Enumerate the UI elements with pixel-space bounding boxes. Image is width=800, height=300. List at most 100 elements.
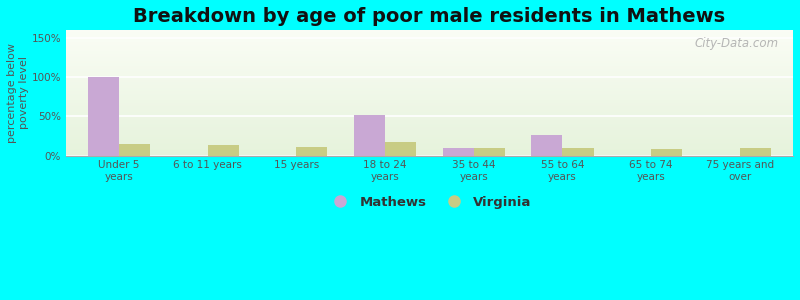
Bar <box>66 56 793 57</box>
Bar <box>66 88 793 89</box>
Bar <box>740 148 771 155</box>
Bar <box>66 120 793 121</box>
Bar <box>66 132 793 133</box>
Bar <box>66 116 793 117</box>
Bar <box>66 145 793 146</box>
Bar <box>66 91 793 92</box>
Bar <box>66 30 793 31</box>
Bar <box>66 68 793 69</box>
Bar <box>66 106 793 107</box>
Bar <box>66 146 793 147</box>
Bar <box>66 84 793 85</box>
Bar <box>66 110 793 111</box>
Bar <box>66 140 793 141</box>
Bar <box>66 37 793 38</box>
Bar <box>66 93 793 94</box>
Bar <box>66 141 793 142</box>
Bar <box>66 48 793 49</box>
Bar <box>66 31 793 32</box>
Bar <box>66 154 793 155</box>
Bar <box>66 64 793 65</box>
Bar <box>66 152 793 153</box>
Bar <box>442 148 474 155</box>
Bar <box>66 119 793 120</box>
Bar <box>66 112 793 113</box>
Bar <box>66 95 793 96</box>
Bar <box>66 44 793 45</box>
Bar <box>66 67 793 68</box>
Bar <box>119 144 150 155</box>
Bar <box>66 107 793 108</box>
Bar <box>474 148 505 155</box>
Bar <box>66 40 793 41</box>
Bar <box>66 62 793 63</box>
Bar <box>66 102 793 103</box>
Bar <box>66 57 793 58</box>
Bar <box>66 38 793 39</box>
Bar <box>66 55 793 56</box>
Bar <box>66 50 793 51</box>
Bar <box>66 35 793 36</box>
Bar <box>385 142 416 155</box>
Title: Breakdown by age of poor male residents in Mathews: Breakdown by age of poor male residents … <box>134 7 726 26</box>
Bar <box>66 99 793 100</box>
Bar <box>66 148 793 149</box>
Bar <box>66 72 793 73</box>
Bar <box>66 117 793 118</box>
Bar <box>66 142 793 143</box>
Text: City-Data.com: City-Data.com <box>694 37 778 50</box>
Bar <box>66 77 793 78</box>
Bar <box>66 129 793 130</box>
Bar <box>66 34 793 35</box>
Bar <box>66 51 793 52</box>
Bar <box>66 43 793 44</box>
Bar <box>66 85 793 86</box>
Bar <box>66 58 793 59</box>
Bar <box>66 81 793 82</box>
Bar <box>66 104 793 105</box>
Bar <box>651 149 682 155</box>
Bar <box>66 82 793 83</box>
Bar <box>66 54 793 55</box>
Bar <box>66 150 793 151</box>
Bar <box>66 130 793 131</box>
Bar <box>66 90 793 91</box>
Bar <box>66 83 793 84</box>
Bar <box>66 127 793 128</box>
Bar <box>66 41 793 42</box>
Bar <box>66 75 793 76</box>
Bar <box>66 114 793 115</box>
Bar <box>66 53 793 54</box>
Bar <box>66 36 793 37</box>
Bar <box>66 65 793 66</box>
Bar <box>66 71 793 72</box>
Bar <box>66 66 793 67</box>
Bar <box>66 147 793 148</box>
Bar <box>66 108 793 109</box>
Bar <box>66 94 793 95</box>
Bar <box>66 139 793 140</box>
Bar <box>66 128 793 129</box>
Bar <box>66 109 793 110</box>
Bar <box>66 103 793 104</box>
Bar <box>66 33 793 34</box>
Bar <box>66 123 793 124</box>
Bar <box>66 138 793 139</box>
Bar <box>66 42 793 43</box>
Bar <box>66 46 793 47</box>
Bar <box>66 118 793 119</box>
Bar <box>66 59 793 60</box>
Bar <box>66 122 793 123</box>
Bar <box>88 77 119 155</box>
Bar <box>66 131 793 132</box>
Bar <box>66 39 793 40</box>
Bar <box>66 124 793 125</box>
Bar <box>296 147 327 155</box>
Bar <box>66 80 793 81</box>
Bar <box>66 149 793 150</box>
Bar <box>66 96 793 97</box>
Bar <box>208 146 238 155</box>
Bar <box>66 78 793 79</box>
Bar <box>66 60 793 61</box>
Bar <box>66 136 793 137</box>
